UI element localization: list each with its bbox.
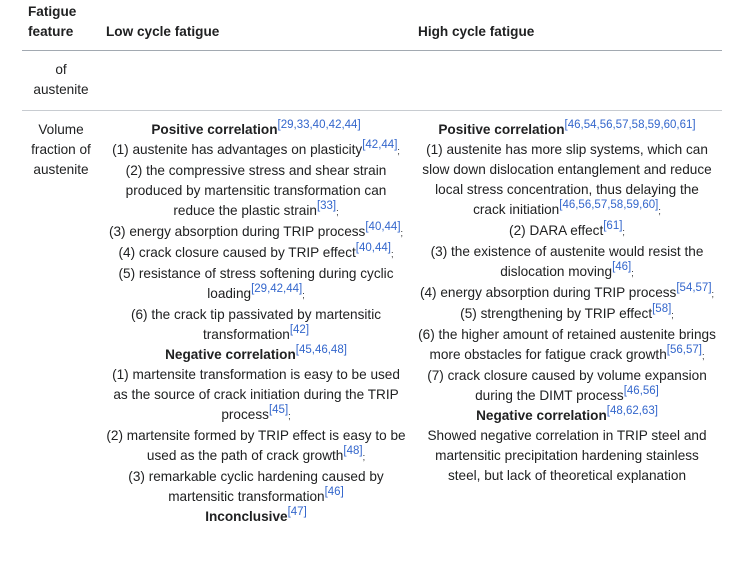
citation-link[interactable]: [56,57] (666, 344, 702, 356)
citation-link[interactable]: [45] (268, 404, 289, 416)
low-cell (100, 51, 412, 111)
item-text: (3) energy absorption during TRIP proces… (108, 224, 366, 239)
item-punctuation: ; (397, 146, 400, 156)
feature-cell: of austenite (33, 62, 89, 97)
citation-link[interactable]: [46,56,57,58,59,60] (559, 199, 659, 211)
section-label: Positive correlation (438, 122, 565, 137)
item-text: (1) martensite transformation is easy to… (112, 367, 400, 422)
list-item: (4) energy absorption during TRIP proces… (418, 282, 716, 304)
citation-link[interactable]: [46,54,56,57,58,59,60,61] (564, 119, 696, 131)
list-item: (5) resistance of stress softening durin… (106, 264, 406, 305)
citation-link[interactable]: [42,44] (362, 139, 398, 151)
header-row: Fatigue feature Low cycle fatigue High c… (22, 0, 722, 51)
list-item: (3) energy absorption during TRIP proces… (106, 221, 406, 243)
section-heading: Positive correlation[29,33,40,42,44] (106, 119, 406, 140)
citation-link[interactable]: [58] (652, 303, 672, 315)
citation-link[interactable]: [33] (316, 200, 337, 212)
section-heading: Inconclusive[47] (106, 506, 406, 527)
citation-link[interactable]: [47] (287, 506, 307, 518)
list-item: (1) austenite has advantages on plastici… (106, 139, 406, 161)
section-heading: Negative correlation[48,62,63] (418, 405, 716, 426)
low-cycle-cell: Positive correlation[29,33,40,42,44] (1) … (100, 111, 412, 537)
section-label: Inconclusive (205, 509, 288, 524)
citation-link[interactable]: [48,62,63] (606, 405, 658, 417)
list-item: (1) martensite transformation is easy to… (106, 365, 406, 426)
item-punctuation: ; (400, 228, 404, 238)
table-row: Volume fraction of austenite Positive co… (22, 111, 722, 537)
item-text: (3) remarkable cyclic hardening caused b… (128, 469, 384, 504)
fatigue-table: Fatigue feature Low cycle fatigue High c… (22, 0, 722, 536)
list-item: (7) crack closure caused by volume expan… (418, 366, 716, 406)
item-text: (6) the higher amount of retained austen… (418, 327, 716, 362)
item-punctuation: ; (701, 351, 705, 361)
header-high-cycle: High cycle fatigue (418, 24, 535, 39)
header-fatigue-feature: Fatigue feature (28, 4, 77, 39)
list-item: (6) the crack tip passivated by martensi… (106, 305, 406, 345)
citation-link[interactable]: [46] (324, 486, 344, 498)
negative-text: Showed negative correlation in TRIP stee… (427, 428, 707, 483)
item-text: (2) DARA effect (509, 223, 604, 238)
item-text: (7) crack closure caused by volume expan… (427, 368, 707, 403)
item-text: (4) crack closure caused by TRIP effect (118, 245, 356, 260)
list-item: (1) austenite has more slip systems, whi… (418, 140, 716, 221)
list-item: (2) the compressive stress and shear str… (106, 161, 406, 222)
header-low-cycle: Low cycle fatigue (106, 24, 220, 39)
item-text: (1) austenite has more slip systems, whi… (422, 142, 712, 217)
citation-link[interactable]: [61] (603, 220, 623, 232)
section-label: Positive correlation (151, 122, 278, 137)
list-item: (4) crack closure caused by TRIP effect[… (106, 242, 406, 264)
citation-link[interactable]: [42] (289, 324, 310, 336)
item-punctuation: ; (711, 289, 715, 299)
section-heading: Positive correlation[46,54,56,57,58,59,6… (418, 119, 716, 140)
item-punctuation: ; (622, 227, 625, 237)
list-item: (3) remarkable cyclic hardening caused b… (106, 467, 406, 507)
item-text: (6) the crack tip passivated by martensi… (130, 307, 382, 342)
section-heading: Negative correlation[45,46,48] (106, 344, 406, 365)
list-item: (6) the higher amount of retained austen… (418, 325, 716, 366)
item-text: (2) the compressive stress and shear str… (125, 163, 387, 218)
item-punctuation: ; (288, 411, 291, 421)
list-item: (5) strengthening by TRIP effect[58]; (418, 303, 716, 325)
item-punctuation: ; (336, 207, 339, 217)
citation-link[interactable]: [29,33,40,42,44] (277, 119, 361, 131)
item-punctuation: ; (671, 310, 674, 320)
item-punctuation: ; (390, 249, 394, 259)
table-row: of austenite (22, 51, 722, 111)
item-punctuation: ; (631, 268, 634, 278)
citation-link[interactable]: [46] (612, 261, 632, 273)
high-cell (412, 51, 722, 111)
item-text: (2) martensite formed by TRIP effect is … (106, 428, 406, 463)
item-text: (4) energy absorption during TRIP proces… (419, 285, 677, 300)
feature-cell: Volume fraction of austenite (31, 122, 91, 177)
item-text: (5) resistance of stress softening durin… (118, 266, 394, 301)
citation-link[interactable]: [29,42,44] (251, 283, 303, 295)
citation-link[interactable]: [40,44] (355, 242, 391, 254)
item-text: (1) austenite has advantages on plastici… (112, 142, 363, 157)
item-punctuation: ; (658, 206, 661, 216)
citation-link[interactable]: [46,56] (623, 385, 659, 397)
item-text: (5) strengthening by TRIP effect (460, 306, 653, 321)
item-punctuation: ; (362, 452, 366, 462)
citation-link[interactable]: [48] (343, 445, 363, 457)
list-item: (2) DARA effect[61]; (418, 220, 716, 242)
citation-link[interactable]: [54,57] (676, 282, 712, 294)
list-item: (2) martensite formed by TRIP effect is … (106, 426, 406, 467)
list-item: (3) the existence of austenite would res… (418, 242, 716, 283)
citation-link[interactable]: [45,46,48] (295, 344, 347, 356)
item-text: (3) the existence of austenite would res… (430, 244, 704, 279)
section-label: Negative correlation (165, 347, 296, 362)
section-label: Negative correlation (476, 408, 607, 423)
high-cycle-cell: Positive correlation[46,54,56,57,58,59,6… (412, 111, 722, 537)
item-punctuation: ; (302, 290, 305, 300)
citation-link[interactable]: [40,44] (365, 221, 401, 233)
